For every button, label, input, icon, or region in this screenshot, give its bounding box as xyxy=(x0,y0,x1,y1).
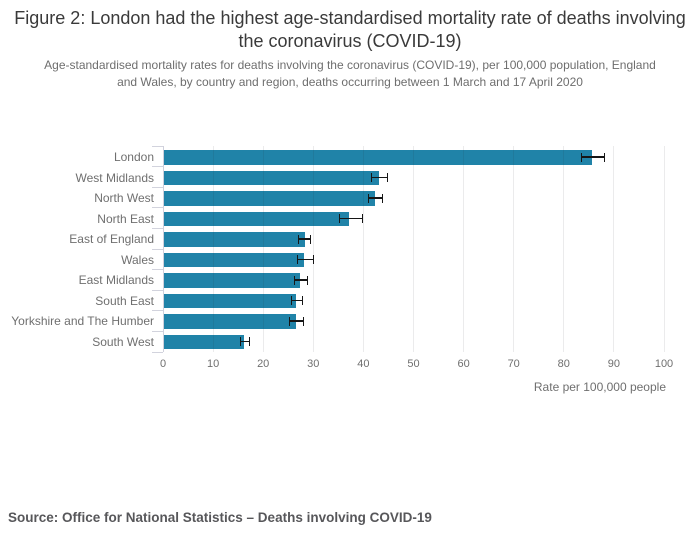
x-tick-label: 60 xyxy=(457,358,470,370)
x-tick-label: 80 xyxy=(557,358,570,370)
error-bar xyxy=(370,173,389,182)
bar-row: East Midlands xyxy=(0,270,664,291)
bar[interactable] xyxy=(163,211,349,226)
bar[interactable] xyxy=(163,273,301,288)
bar-row: South West xyxy=(0,332,664,353)
bar-track xyxy=(163,270,664,291)
error-bar xyxy=(239,337,250,346)
bar-row: North West xyxy=(0,188,664,209)
error-bar xyxy=(296,255,315,264)
bar[interactable] xyxy=(163,314,296,329)
source-text: Source: Office for National Statistics –… xyxy=(8,510,432,525)
bar[interactable] xyxy=(163,191,376,206)
error-bar xyxy=(581,152,605,162)
category-label: South East xyxy=(95,293,154,308)
x-tick-label: 20 xyxy=(257,358,270,370)
x-tick-label: 10 xyxy=(206,358,220,370)
x-axis-title: Rate per 100,000 people xyxy=(533,380,666,394)
x-axis-ticks: 0 10 20 30 40 50 60 70 80 90 100 xyxy=(159,358,673,372)
figure-subtitle: Age-standardised mortality rates for dea… xyxy=(0,57,700,92)
bar-row: Yorkshire and The Humber xyxy=(0,311,664,332)
x-tick-label: 70 xyxy=(507,358,520,370)
bar-row: London xyxy=(0,147,664,168)
bar[interactable] xyxy=(163,170,380,185)
page-title: Figure 2: London had the highest age-sta… xyxy=(0,7,700,53)
bar[interactable] xyxy=(163,150,593,165)
bar-row: West Midlands xyxy=(0,168,664,189)
bar-track xyxy=(163,250,664,271)
error-bar xyxy=(298,234,312,244)
figure-subtitle-text: Age-standardised mortality rates for dea… xyxy=(44,58,656,90)
bar-track xyxy=(163,229,664,250)
x-tick-label: 40 xyxy=(357,358,370,370)
bar-track xyxy=(163,147,664,168)
x-tick-label: 100 xyxy=(654,358,674,370)
bar[interactable] xyxy=(163,232,306,247)
category-label: London xyxy=(113,150,154,165)
category-label: East Midlands xyxy=(78,273,154,288)
x-tick-label: 90 xyxy=(607,358,621,370)
error-bar xyxy=(293,275,308,285)
category-label: East of England xyxy=(69,232,154,247)
bar-row: East of England xyxy=(0,229,664,250)
x-tick-label: 30 xyxy=(307,358,320,370)
error-bar xyxy=(338,214,363,223)
error-bar xyxy=(368,193,383,203)
chart-rows: London West Midlands North West North East E… xyxy=(0,147,664,352)
bar-track xyxy=(163,332,664,353)
bar-row: Wales xyxy=(0,250,664,271)
x-tick-label: 0 xyxy=(159,358,167,370)
category-label: North East xyxy=(97,211,154,226)
bar-track xyxy=(163,168,664,189)
bar-row: North East xyxy=(0,209,664,230)
bar[interactable] xyxy=(163,334,245,349)
category-label: North West xyxy=(94,191,154,206)
bar[interactable] xyxy=(163,293,297,308)
figure-title-text: Figure 2: London had the highest age-sta… xyxy=(14,8,686,52)
error-bar xyxy=(289,316,304,326)
bar-track xyxy=(163,291,664,312)
bar[interactable] xyxy=(163,252,305,267)
category-label: West Midlands xyxy=(75,170,154,185)
category-label: Wales xyxy=(121,252,154,267)
bar-track xyxy=(163,188,664,209)
bar-row: South East xyxy=(0,291,664,312)
category-label: Yorkshire and The Humber xyxy=(11,314,154,329)
x-tick-label: 50 xyxy=(407,358,420,370)
error-bar xyxy=(290,296,303,305)
category-label: South West xyxy=(92,334,154,349)
bar-track xyxy=(163,311,664,332)
bar-track xyxy=(163,209,664,230)
